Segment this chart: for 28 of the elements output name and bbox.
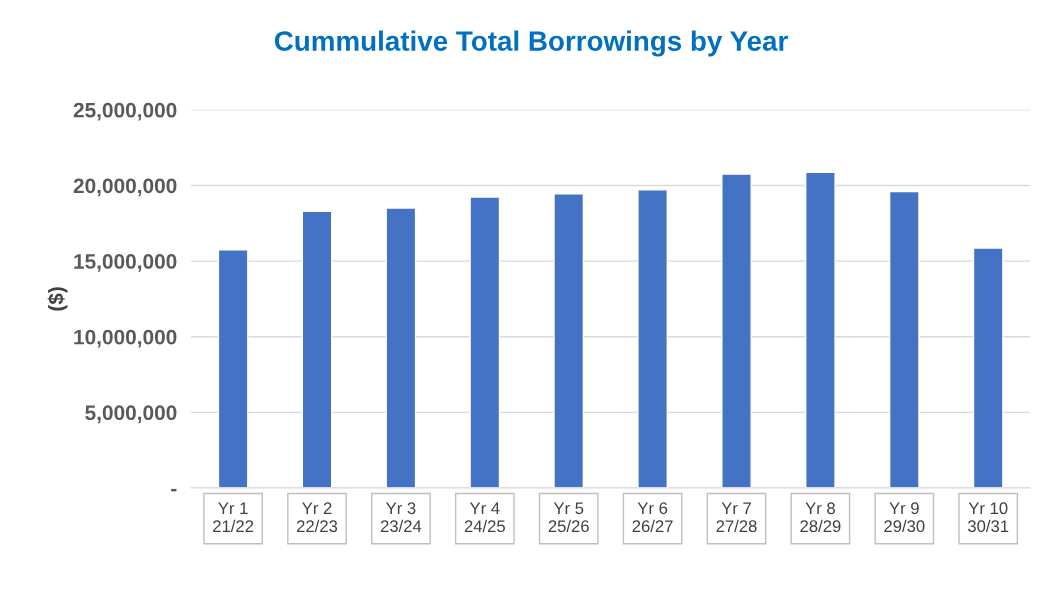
x-tick-label: Yr 7 27/28 — [716, 502, 757, 533]
bar — [637, 189, 668, 488]
bar — [553, 193, 585, 488]
x-tick-label: Yr 6 26/27 — [632, 502, 673, 533]
y-axis-title: ($) — [47, 287, 68, 311]
bar — [385, 207, 417, 488]
x-tick-label: Yr 5 25/26 — [548, 502, 589, 533]
y-tick-label: 5,000,000 — [85, 405, 177, 424]
bar — [805, 171, 836, 488]
bar — [888, 190, 920, 488]
x-tick-label: Yr 9 29/30 — [884, 502, 925, 533]
x-tick-label: Yr 2 22/23 — [296, 502, 338, 533]
bar — [469, 196, 501, 488]
y-tick-label: 25,000,000 — [73, 102, 177, 121]
x-tick-label: Yr 3 23/24 — [380, 502, 422, 533]
y-tick-label: 15,000,000 — [74, 254, 177, 272]
x-tick-label: Yr 4 24/25 — [464, 502, 505, 533]
y-tick-label: - — [171, 488, 177, 492]
x-tick-label: Yr 1 21/22 — [213, 502, 254, 533]
x-tick-label: Yr 10 30/31 — [967, 502, 1009, 533]
y-tick-label: 20,000,000 — [73, 178, 177, 197]
bar — [721, 173, 752, 488]
bar — [972, 247, 1004, 488]
y-tick-label: 10,000,000 — [74, 329, 177, 348]
bar — [217, 249, 249, 488]
chart-title: Cummulative Total Borrowings by Year — [274, 30, 788, 57]
x-tick-label: Yr 8 28/29 — [800, 502, 841, 533]
bar — [301, 210, 333, 488]
